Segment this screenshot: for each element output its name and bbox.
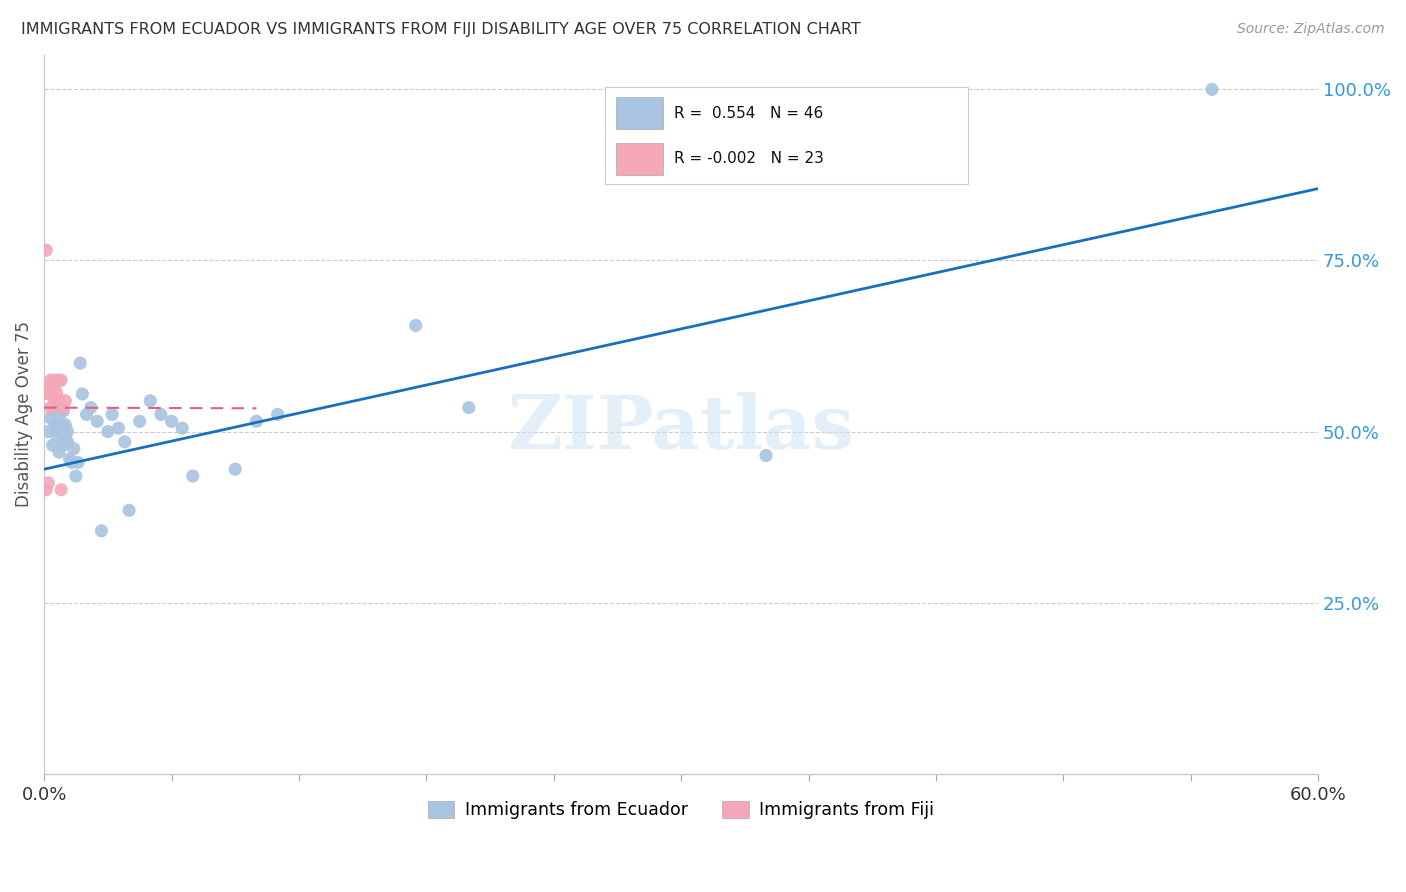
Point xyxy=(35,483,58,497)
Point xyxy=(245,414,267,428)
Point xyxy=(60,455,83,469)
Point xyxy=(457,401,479,415)
Point xyxy=(63,442,86,456)
Point xyxy=(48,373,70,387)
Y-axis label: Disability Age Over 75: Disability Age Over 75 xyxy=(15,321,32,508)
Point xyxy=(755,449,778,463)
Point xyxy=(67,455,90,469)
Point xyxy=(35,243,58,257)
Point xyxy=(48,445,70,459)
Point xyxy=(53,393,76,408)
Point xyxy=(49,373,72,387)
Point xyxy=(48,393,70,408)
Point xyxy=(37,425,59,439)
Text: ZIPatlas: ZIPatlas xyxy=(508,392,855,466)
Point xyxy=(139,393,162,408)
Point xyxy=(181,469,204,483)
Point xyxy=(266,408,288,422)
Point xyxy=(37,387,59,401)
Point xyxy=(114,434,136,449)
Point xyxy=(44,373,66,387)
Point xyxy=(224,462,246,476)
Point xyxy=(41,373,63,387)
Point xyxy=(52,438,75,452)
Point xyxy=(44,393,66,408)
Text: Source: ZipAtlas.com: Source: ZipAtlas.com xyxy=(1237,22,1385,37)
Point xyxy=(37,380,59,394)
Point xyxy=(107,421,129,435)
Point xyxy=(44,380,66,394)
Point xyxy=(53,417,76,432)
Point xyxy=(58,452,80,467)
Point xyxy=(39,373,62,387)
Point xyxy=(39,410,62,425)
Point xyxy=(97,425,120,439)
Point xyxy=(56,434,79,449)
Point xyxy=(80,401,103,415)
Point xyxy=(37,475,59,490)
Point xyxy=(128,414,150,428)
Point xyxy=(86,414,108,428)
Point xyxy=(45,421,67,435)
Point xyxy=(39,380,62,394)
Point xyxy=(39,401,62,415)
Point xyxy=(76,408,98,422)
Point xyxy=(1201,82,1223,96)
Point xyxy=(45,373,67,387)
Point xyxy=(45,387,67,401)
Point xyxy=(52,404,75,418)
Point xyxy=(41,380,63,394)
Point xyxy=(39,387,62,401)
Point xyxy=(172,421,194,435)
Point xyxy=(149,408,172,422)
Point xyxy=(49,425,72,439)
Point xyxy=(44,417,66,432)
Point xyxy=(118,503,141,517)
Point xyxy=(56,425,79,439)
Point xyxy=(69,356,91,370)
Point xyxy=(101,408,124,422)
Point xyxy=(405,318,427,333)
Point xyxy=(72,387,94,401)
Point xyxy=(48,410,70,425)
Point xyxy=(52,401,75,415)
Point xyxy=(160,414,183,428)
Text: IMMIGRANTS FROM ECUADOR VS IMMIGRANTS FROM FIJI DISABILITY AGE OVER 75 CORRELATI: IMMIGRANTS FROM ECUADOR VS IMMIGRANTS FR… xyxy=(21,22,860,37)
Point xyxy=(53,431,76,445)
Point xyxy=(44,404,66,418)
Point xyxy=(49,417,72,432)
Legend: Immigrants from Ecuador, Immigrants from Fiji: Immigrants from Ecuador, Immigrants from… xyxy=(422,794,941,826)
Point xyxy=(65,469,87,483)
Point xyxy=(49,483,72,497)
Point xyxy=(45,428,67,442)
Point xyxy=(90,524,112,538)
Point xyxy=(41,387,63,401)
Point xyxy=(41,438,63,452)
